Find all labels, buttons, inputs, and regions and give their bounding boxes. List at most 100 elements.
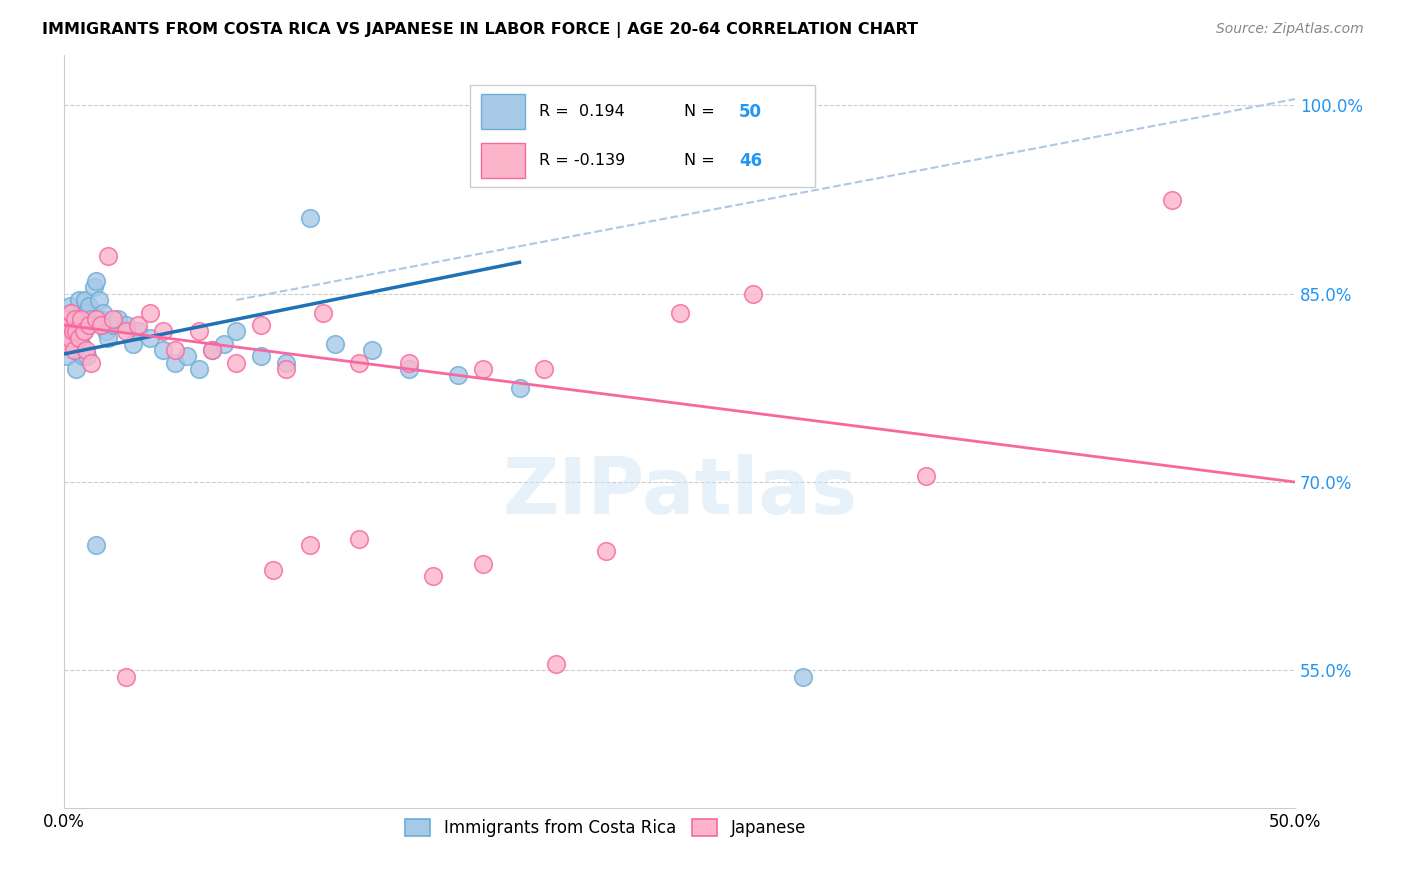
Point	[262, 563, 284, 577]
Point	[274, 356, 297, 370]
Text: IMMIGRANTS FROM COSTA RICA VS JAPANESE IN LABOR FORCE | AGE 20-64 CORRELATION CH: IMMIGRANTS FROM COSTA RICA VS JAPANESE I…	[42, 22, 918, 38]
Text: ZIPatlas: ZIPatlas	[502, 454, 858, 530]
Point	[107, 311, 129, 326]
Point	[792, 670, 814, 684]
Point	[139, 305, 162, 319]
Point	[152, 324, 174, 338]
Point	[60, 311, 83, 326]
Point	[65, 362, 87, 376]
Point	[67, 293, 90, 307]
Point	[62, 324, 84, 338]
Point	[73, 324, 96, 338]
Point	[201, 343, 224, 358]
Point	[83, 280, 105, 294]
Point	[56, 324, 79, 338]
Point	[127, 318, 149, 332]
Point	[63, 343, 86, 358]
Point	[90, 311, 112, 326]
Point	[103, 318, 125, 332]
Point	[55, 350, 77, 364]
Point	[323, 337, 346, 351]
Point	[84, 538, 107, 552]
Point	[80, 356, 103, 370]
Point	[55, 337, 77, 351]
Point	[508, 381, 530, 395]
Point	[225, 356, 247, 370]
Point	[127, 324, 149, 338]
Point	[73, 324, 96, 338]
Point	[471, 362, 494, 376]
Point	[56, 311, 79, 326]
Point	[76, 350, 98, 364]
Point	[274, 362, 297, 376]
Point	[72, 350, 94, 364]
Point	[349, 532, 371, 546]
Point	[299, 211, 322, 226]
Point	[188, 324, 211, 338]
Text: Source: ZipAtlas.com: Source: ZipAtlas.com	[1216, 22, 1364, 37]
Point	[176, 350, 198, 364]
Point	[311, 305, 333, 319]
Point	[60, 305, 83, 319]
Point	[59, 331, 82, 345]
Point	[75, 343, 97, 358]
Point	[114, 318, 136, 332]
Point	[97, 249, 120, 263]
Point	[97, 331, 120, 345]
Point	[349, 356, 371, 370]
Point	[212, 337, 235, 351]
Point	[163, 356, 186, 370]
Point	[114, 324, 136, 338]
Point	[103, 311, 125, 326]
Point	[1161, 193, 1184, 207]
Point	[201, 343, 224, 358]
Point	[139, 331, 162, 345]
Point	[90, 318, 112, 332]
Point	[250, 350, 273, 364]
Point	[58, 318, 80, 332]
Point	[93, 305, 115, 319]
Point	[188, 362, 211, 376]
Point	[225, 324, 247, 338]
Point	[595, 544, 617, 558]
Point	[77, 318, 100, 332]
Point	[250, 318, 273, 332]
Point	[84, 311, 107, 326]
Point	[668, 305, 690, 319]
Point	[447, 368, 470, 383]
Point	[69, 311, 91, 326]
Point	[87, 293, 110, 307]
Point	[65, 324, 87, 338]
Point	[70, 311, 93, 326]
Point	[58, 305, 80, 319]
Point	[533, 362, 555, 376]
Point	[398, 362, 420, 376]
Point	[546, 657, 568, 671]
Point	[360, 343, 382, 358]
Point	[63, 318, 86, 332]
Point	[73, 293, 96, 307]
Point	[114, 670, 136, 684]
Point	[62, 331, 84, 345]
Point	[398, 356, 420, 370]
Point	[94, 324, 117, 338]
Point	[471, 557, 494, 571]
Point	[422, 569, 444, 583]
Point	[67, 331, 90, 345]
Point	[299, 538, 322, 552]
Point	[77, 299, 100, 313]
Point	[70, 337, 93, 351]
Point	[63, 311, 86, 326]
Point	[914, 468, 936, 483]
Point	[122, 337, 145, 351]
Point	[163, 343, 186, 358]
Point	[59, 299, 82, 313]
Point	[742, 286, 765, 301]
Point	[84, 274, 107, 288]
Point	[63, 343, 86, 358]
Point	[80, 311, 103, 326]
Point	[66, 311, 89, 326]
Point	[75, 305, 97, 319]
Point	[152, 343, 174, 358]
Legend: Immigrants from Costa Rica, Japanese: Immigrants from Costa Rica, Japanese	[396, 811, 814, 846]
